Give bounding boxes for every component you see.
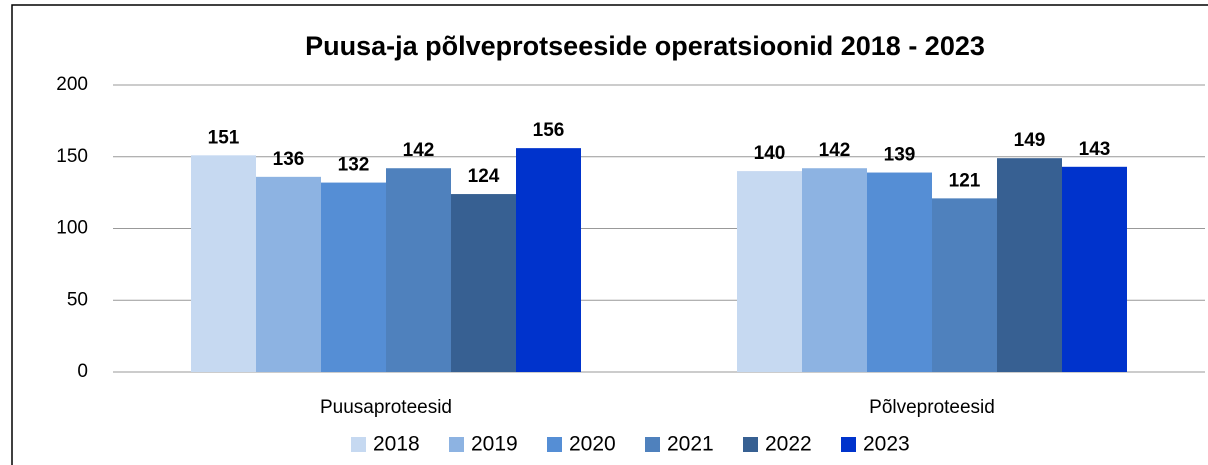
legend-label: 2021	[667, 433, 714, 456]
data-label: 136	[273, 149, 305, 170]
y-tick-label: 100	[56, 218, 88, 239]
chart-title: Puusa-ja põlveprotseeside operatsioonid …	[305, 31, 985, 61]
bar	[256, 176, 321, 372]
legend-swatch	[841, 437, 856, 452]
data-label: 139	[884, 145, 916, 166]
data-label: 156	[533, 120, 565, 141]
chart-border	[11, 4, 1208, 465]
data-label: 124	[468, 166, 500, 187]
y-tick-label: 50	[67, 289, 88, 310]
data-label: 132	[338, 155, 370, 176]
bar	[867, 172, 932, 372]
bar	[802, 168, 867, 372]
legend-label: 2023	[863, 433, 910, 456]
legend-label: 2022	[765, 433, 812, 456]
legend-swatch	[449, 437, 464, 452]
bar	[737, 171, 802, 372]
legend-label: 2019	[471, 433, 518, 456]
bar	[516, 148, 581, 372]
bar	[932, 198, 997, 372]
data-label: 149	[1014, 130, 1046, 151]
x-tick-label: Puusaproteesid	[320, 397, 452, 418]
legend-swatch	[351, 437, 366, 452]
bar	[1062, 166, 1127, 372]
bar	[997, 158, 1062, 372]
y-tick-label: 200	[56, 74, 88, 95]
bar	[321, 182, 386, 372]
data-label: 140	[754, 143, 786, 164]
bar	[386, 168, 451, 372]
legend-label: 2018	[373, 433, 420, 456]
legend-swatch	[547, 437, 562, 452]
legend-swatch	[645, 437, 660, 452]
legend-swatch	[743, 437, 758, 452]
data-label: 121	[949, 170, 981, 191]
x-tick-label: Põlveproteesid	[869, 397, 995, 418]
data-label: 142	[819, 140, 851, 161]
bar	[191, 155, 256, 372]
y-tick-label: 150	[56, 146, 88, 167]
data-label: 151	[208, 127, 240, 148]
data-label: 142	[403, 140, 435, 161]
data-label: 143	[1079, 139, 1111, 160]
y-tick-label: 0	[77, 361, 88, 382]
legend-label: 2020	[569, 433, 616, 456]
bar	[451, 194, 516, 372]
